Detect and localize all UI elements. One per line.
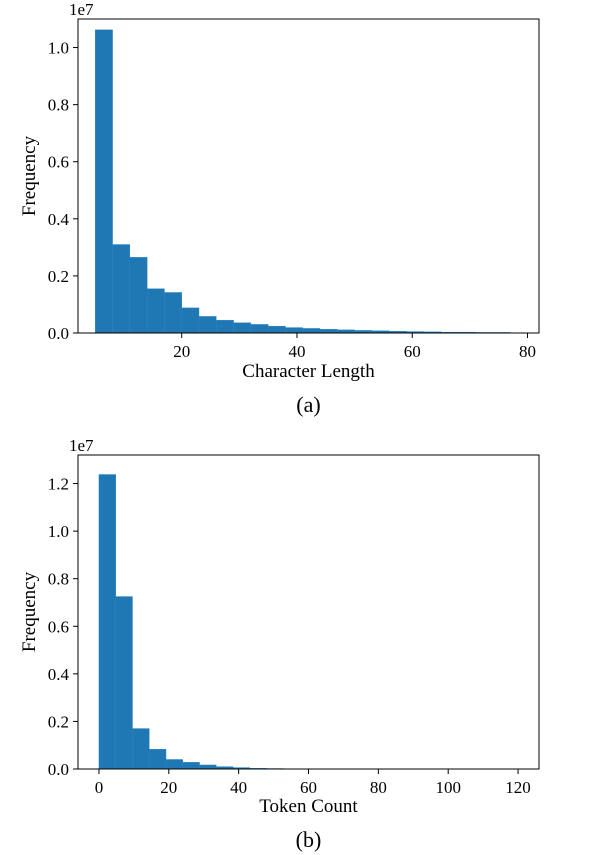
plot-frame [77,18,540,334]
y-tick-label: 0.0 [48,760,69,779]
histogram-bar [95,29,113,334]
plot-frame [77,454,540,770]
x-tick-label: 40 [288,342,305,361]
histogram-bar [129,257,148,334]
y-axis-label: Frequency [19,135,40,216]
histogram-a-svg: 20 40 60 80 0.0 0.2 0.4 0.6 0.8 1.0 1e7 Character L… [19,0,540,417]
y-tick-label: 0.0 [48,324,69,343]
histogram-bars [98,474,318,770]
histogram-b: 0 20 40 60 80 100 120 0.0 0.2 0.4 0.6 0.8 1.0 1.2 1e7 T… [0,435,598,855]
y-axis-label: Frequency [19,571,40,652]
x-tick-label: 20 [173,342,190,361]
y-tick-label: 0.6 [48,617,69,636]
y-tick-label: 1.2 [48,475,69,494]
x-tick-label: 80 [519,342,536,361]
histogram-bar [98,474,116,770]
histogram-bar [115,596,133,770]
histogram-bar [233,322,252,334]
y-tick-label: 1.0 [48,522,69,541]
y-tick-label: 0.8 [48,570,69,589]
histogram-bar [199,764,217,770]
histogram-bar [165,759,183,770]
histogram-bar [149,749,167,770]
histogram-bars [95,29,528,334]
x-tick-label: 100 [435,778,461,797]
histogram-bar [181,307,200,334]
x-axis-label: Character Length [242,361,375,382]
x-axis-label: Token Count [259,796,358,817]
histogram-bar [112,244,131,334]
y-tick-label: 0.2 [48,267,69,286]
histogram-bar [182,762,200,770]
x-tick-label: 0 [95,778,104,797]
histogram-a: 20 40 60 80 0.0 0.2 0.4 0.6 0.8 1.0 1e7 Character L… [0,0,598,420]
x-tick-label: 60 [404,342,421,361]
x-tick-label: 40 [230,778,247,797]
histogram-bar [302,328,321,334]
histogram-bar [285,327,303,334]
x-tick-label: 60 [300,778,317,797]
y-tick-label: 1.0 [48,39,69,58]
x-tick-label: 80 [370,778,387,797]
y-tick-label: 0.4 [48,665,70,684]
y-tick-label: 0.8 [48,96,69,115]
y-tick-label: 0.2 [48,712,69,731]
y-offset-text: 1e7 [69,0,94,19]
x-tick-label: 20 [160,778,177,797]
y-tick-label: 0.6 [48,153,69,172]
panel-caption: (b) [296,827,322,852]
histogram-b-svg: 0 20 40 60 80 100 120 0.0 0.2 0.4 0.6 0.8 1.0 1.2 1e7 T… [19,436,540,852]
histogram-bar [319,329,338,334]
histogram-bar [132,728,150,770]
histogram-bar [198,316,217,334]
x-tick-label: 120 [505,778,531,797]
histogram-bar [164,292,182,334]
histogram-bar [146,288,165,334]
histogram-bar [250,324,269,334]
histogram-bar [216,319,234,334]
y-tick-label: 0.4 [48,210,70,229]
histogram-bar [267,325,286,334]
y-offset-text: 1e7 [69,436,94,455]
panel-caption: (a) [296,392,320,417]
